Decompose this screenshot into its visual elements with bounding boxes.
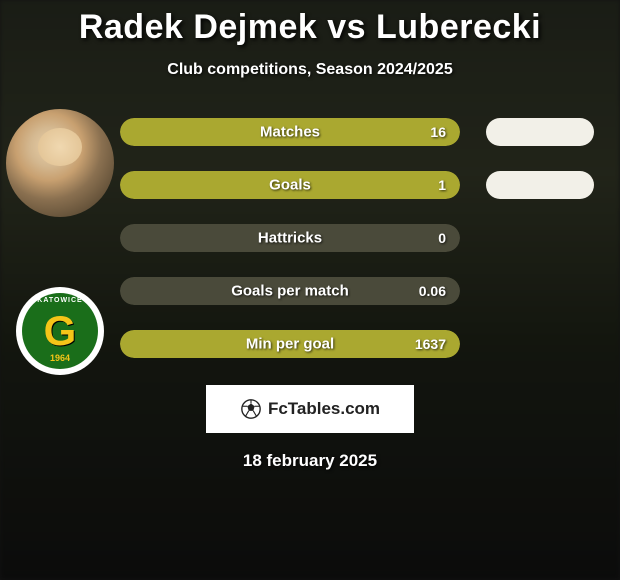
comparison-title: Radek Dejmek vs Luberecki: [0, 8, 620, 47]
player-avatar: [6, 109, 114, 217]
club-letter: G: [44, 310, 77, 352]
stat-rows: Matches 16 Goals 1 Hattricks 0 Goals per match…: [0, 117, 620, 359]
left-column: [0, 153, 120, 217]
soccer-ball-icon: [240, 398, 262, 420]
stat-bar: Matches 16: [120, 118, 460, 146]
right-column: [470, 118, 610, 146]
stat-value: 1: [438, 177, 446, 193]
subtitle: Club competitions, Season 2024/2025: [0, 61, 620, 79]
date-label: 18 february 2025: [0, 451, 620, 471]
stat-bar: Hattricks 0: [120, 224, 460, 252]
stat-label: Goals: [269, 177, 311, 194]
infographic-content: Radek Dejmek vs Luberecki Club competiti…: [0, 0, 620, 471]
club-arc-text: KATOWICE: [37, 297, 82, 304]
stat-bar: Goals 1: [120, 171, 460, 199]
club-logo-inner: KATOWICE G1964: [22, 293, 98, 369]
brand-box: FcTables.com: [206, 385, 414, 433]
stat-value: 1637: [415, 336, 446, 352]
stat-bar: Goals per match 0.06: [120, 277, 460, 305]
stat-label: Goals per match: [231, 283, 349, 300]
left-column: KATOWICEG1964: [0, 313, 120, 375]
club-year: 1964: [50, 353, 70, 363]
stat-label: Hattricks: [258, 230, 322, 247]
stat-label: Matches: [260, 124, 320, 141]
brand-label: FcTables.com: [268, 399, 380, 419]
stat-bar: Min per goal 1637: [120, 330, 460, 358]
stat-row: Hattricks 0: [0, 223, 620, 253]
opponent-blob: [486, 118, 594, 146]
opponent-blob: [486, 171, 594, 199]
stat-value: 0.06: [419, 283, 446, 299]
right-column: [470, 171, 610, 199]
stat-row: KATOWICEG1964Min per goal1637: [0, 329, 620, 359]
stat-value: 16: [430, 124, 446, 140]
stat-row: Goals 1: [0, 170, 620, 200]
stat-label: Min per goal: [246, 336, 334, 353]
club-logo: KATOWICE G1964: [16, 287, 104, 375]
stat-value: 0: [438, 230, 446, 246]
